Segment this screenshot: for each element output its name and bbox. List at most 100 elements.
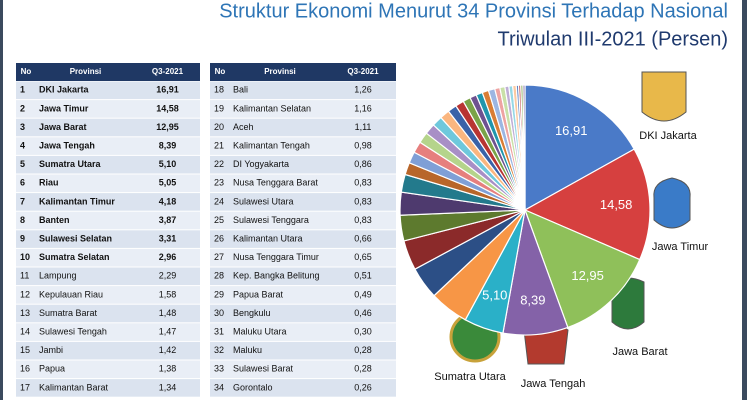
province-value: 0,65	[354, 252, 372, 262]
province-value: 1,16	[354, 103, 372, 113]
slice-label: 12,95	[571, 268, 604, 283]
province-name: Kalimantan Barat	[39, 382, 109, 392]
province-value: 3,31	[159, 233, 177, 243]
province-name: Kalimantan Tengah	[233, 140, 310, 150]
row-number: 2	[20, 103, 25, 113]
row-number: 21	[214, 140, 224, 150]
province-name: Sulawesi Tengah	[39, 326, 107, 336]
province-name: Kalimantan Selatan	[233, 103, 311, 113]
row-number: 29	[214, 289, 224, 299]
pie-slice	[523, 148, 651, 261]
row-number: 23	[214, 178, 224, 188]
logo	[653, 177, 691, 229]
table-row	[16, 248, 200, 267]
province-label: Sumatra Utara	[434, 371, 506, 383]
column-header: No	[21, 67, 32, 76]
province-value: 1,42	[159, 345, 177, 355]
province-value: 0,51	[354, 271, 372, 281]
province-name: Kepulauan Riau	[39, 289, 103, 299]
province-name: Bali	[233, 85, 248, 95]
table-row	[210, 323, 396, 341]
slice-label: 5,10	[482, 288, 507, 303]
title: Struktur Ekonomi Menurut 34 Provinsi Ter…	[219, 0, 728, 22]
row-number: 34	[214, 382, 224, 392]
row-number: 13	[20, 308, 30, 318]
column-header: Provinsi	[70, 67, 102, 76]
column-header: Q3-2021	[347, 67, 379, 76]
row-number: 25	[214, 215, 224, 225]
province-name: Banten	[39, 215, 70, 225]
table-row	[16, 81, 200, 100]
row-number: 8	[20, 215, 25, 225]
row-number: 30	[214, 308, 224, 318]
pie-slice	[524, 84, 636, 212]
province-name: Sulawesi Tenggara	[233, 215, 309, 225]
table-row	[210, 100, 396, 118]
province-label: Jawa Tengah	[521, 378, 586, 390]
province-value: 1,47	[159, 326, 177, 336]
row-number: 16	[20, 364, 30, 374]
table-row	[210, 267, 396, 286]
slice-label: 16,91	[555, 123, 588, 138]
province-value: 0,49	[354, 289, 372, 299]
province-value: 3,87	[159, 215, 177, 225]
province-name: Kalimantan Timur	[39, 196, 115, 206]
table-row	[210, 118, 396, 137]
table-row	[16, 230, 200, 248]
row-number: 10	[20, 252, 30, 262]
province-value: 1,48	[159, 308, 177, 318]
province-value: 0,98	[354, 140, 372, 150]
pie-slice	[522, 84, 526, 211]
table-row	[16, 267, 200, 286]
province-value: 5,10	[159, 159, 177, 169]
column-header: No	[215, 67, 226, 76]
province-value: 0,30	[354, 326, 372, 336]
table-row	[16, 304, 200, 323]
table-row	[16, 137, 200, 155]
table-row	[210, 193, 396, 211]
row-number: 9	[20, 233, 25, 243]
province-name: Sulawesi Utara	[233, 196, 294, 206]
province-name: Bengkulu	[233, 308, 271, 318]
row-number: 33	[214, 364, 224, 374]
province-value: 1,38	[159, 364, 177, 374]
province-value: 0,28	[354, 364, 372, 374]
province-value: 1,58	[159, 289, 177, 299]
province-name: Sumatra Barat	[39, 308, 98, 318]
table-row	[16, 155, 200, 174]
table-row	[210, 174, 396, 193]
province-name: Kep. Bangka Belitung	[233, 271, 320, 281]
row-number: 3	[20, 122, 25, 132]
province-name: Sulawesi Barat	[233, 364, 294, 374]
row-number: 26	[214, 233, 224, 243]
table-row	[210, 230, 396, 248]
row-number: 4	[20, 140, 25, 150]
logos	[449, 71, 691, 365]
table-header	[210, 63, 396, 81]
province-label: Jawa Timur	[652, 241, 709, 253]
province-value: 0,86	[354, 159, 372, 169]
province-name: Sumatra Selatan	[39, 252, 110, 262]
province-value: 0,28	[354, 345, 372, 355]
province-value: 0,83	[354, 196, 372, 206]
province-value: 14,58	[156, 103, 179, 113]
province-value: 1,26	[354, 85, 372, 95]
province-value: 0,46	[354, 308, 372, 318]
row-number: 20	[214, 122, 224, 132]
province-value: 2,29	[159, 271, 177, 281]
province-name: Maluku	[233, 345, 262, 355]
table-row	[210, 360, 396, 379]
left-border	[0, 0, 3, 400]
table-row	[210, 155, 396, 174]
row-number: 7	[20, 196, 25, 206]
table-row	[210, 137, 396, 155]
province-value: 2,96	[159, 252, 177, 262]
table-row	[16, 100, 200, 118]
province-value: 1,34	[159, 382, 177, 392]
province-name: DKI Jakarta	[39, 85, 90, 95]
row-number: 15	[20, 345, 30, 355]
table-row	[210, 211, 396, 230]
row-number: 17	[20, 382, 30, 392]
table-row	[16, 360, 200, 379]
